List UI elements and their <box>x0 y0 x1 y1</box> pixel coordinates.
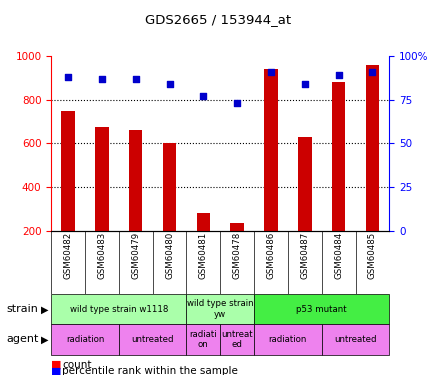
Point <box>132 76 139 82</box>
Point <box>98 76 105 82</box>
Text: ▶: ▶ <box>40 304 48 314</box>
Text: strain: strain <box>7 304 39 314</box>
Bar <box>61 111 75 231</box>
Text: radiati
on: radiati on <box>190 330 217 350</box>
Text: wild type strain w1118: wild type strain w1118 <box>69 304 168 313</box>
Bar <box>51 324 119 355</box>
Bar <box>366 65 379 231</box>
Bar <box>332 82 345 231</box>
Text: GSM60486: GSM60486 <box>267 232 275 279</box>
Text: agent: agent <box>7 334 39 344</box>
Text: untreated: untreated <box>131 335 174 344</box>
Bar <box>231 223 244 231</box>
Point <box>234 100 241 106</box>
Bar <box>254 294 389 324</box>
Bar <box>163 143 176 231</box>
Bar <box>51 294 186 324</box>
Text: ■: ■ <box>51 366 62 375</box>
Text: GSM60479: GSM60479 <box>131 232 140 279</box>
Text: GDS2665 / 153944_at: GDS2665 / 153944_at <box>145 13 291 26</box>
Bar <box>197 213 210 231</box>
Text: ▶: ▶ <box>40 334 48 344</box>
Bar <box>220 324 254 355</box>
Text: GSM60485: GSM60485 <box>368 232 377 279</box>
Bar <box>298 137 312 231</box>
Text: count: count <box>62 360 92 369</box>
Point <box>335 72 342 78</box>
Point <box>200 93 207 99</box>
Text: GSM60478: GSM60478 <box>233 232 242 279</box>
Text: GSM60484: GSM60484 <box>334 232 343 279</box>
Bar <box>129 130 142 231</box>
Bar <box>322 324 389 355</box>
Text: GSM60487: GSM60487 <box>300 232 309 279</box>
Text: GSM60483: GSM60483 <box>97 232 106 279</box>
Text: GSM60482: GSM60482 <box>64 232 73 279</box>
Point <box>65 74 72 80</box>
Point <box>301 81 308 87</box>
Point <box>166 81 173 87</box>
Text: radiation: radiation <box>269 335 307 344</box>
Bar <box>186 324 220 355</box>
Point <box>267 69 275 75</box>
Bar <box>264 69 278 231</box>
Text: GSM60480: GSM60480 <box>165 232 174 279</box>
Text: percentile rank within the sample: percentile rank within the sample <box>62 366 238 375</box>
Bar <box>254 324 322 355</box>
Text: untreated: untreated <box>334 335 377 344</box>
Text: GSM60481: GSM60481 <box>199 232 208 279</box>
Text: untreat
ed: untreat ed <box>221 330 253 350</box>
Bar <box>119 324 186 355</box>
Text: radiation: radiation <box>66 335 104 344</box>
Text: wild type strain
yw: wild type strain yw <box>187 299 254 319</box>
Point <box>369 69 376 75</box>
Text: ■: ■ <box>51 360 62 369</box>
Text: p53 mutant: p53 mutant <box>296 304 347 313</box>
Bar <box>186 294 254 324</box>
Bar <box>95 127 109 231</box>
